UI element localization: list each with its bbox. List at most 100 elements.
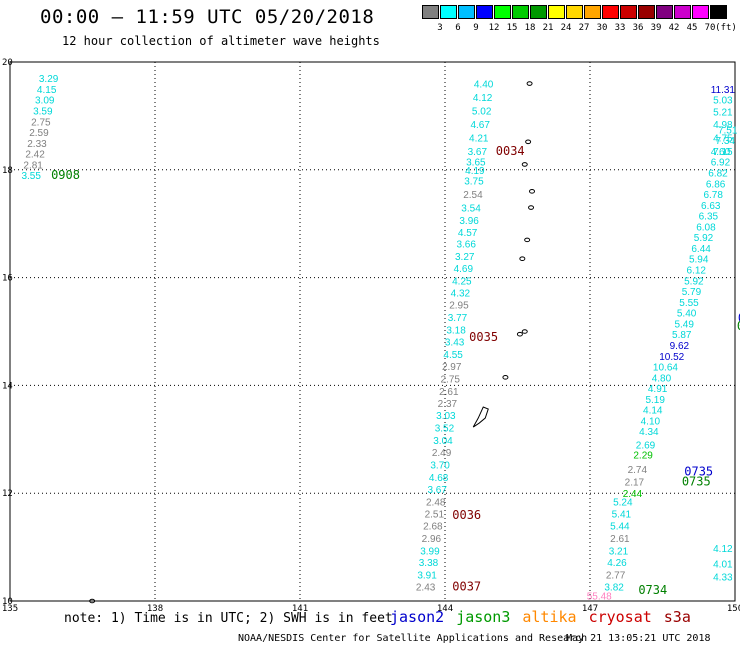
- lon-tick-label: 141: [292, 604, 308, 614]
- wave-height-value: 5.21: [713, 108, 733, 119]
- wave-height-value: 4.32: [451, 289, 471, 300]
- island-outline: [502, 375, 509, 380]
- colorbar-swatch: [692, 5, 709, 19]
- pass-time-label: 0735: [684, 465, 713, 479]
- wave-height-value: 7.15: [713, 147, 733, 158]
- wave-height-value: 3.54: [461, 204, 481, 215]
- satellite-legend: jason2 jason3 altika cryosat s3a: [390, 608, 703, 626]
- pass-time-label: 0908: [51, 168, 80, 182]
- wave-height-value: 2.48: [426, 497, 446, 508]
- satellite-cryosat: cryosat: [588, 608, 652, 626]
- wave-height-value: 5.44: [610, 522, 630, 533]
- map-grid: [9, 61, 736, 602]
- wave-height-value: 2.17: [625, 477, 645, 488]
- wave-height-value: 6.92: [711, 158, 731, 169]
- colorbar-label: 9: [473, 23, 479, 33]
- wave-height-value: 3.77: [448, 313, 468, 324]
- wave-height-value: 2.75: [31, 117, 51, 128]
- wave-height-value: 3.29: [39, 74, 59, 85]
- colorbar-swatch: [512, 5, 529, 19]
- lon-tick-label: 138: [147, 604, 163, 614]
- wave-height-value: 3.96: [459, 216, 479, 227]
- wave-height-value: 2.77: [606, 571, 626, 582]
- pass-time-label: 0736: [737, 319, 740, 333]
- wave-height-value: 4.75: [713, 133, 733, 144]
- wave-height-value: 5.92: [684, 276, 704, 287]
- wave-height-value: 55.48: [587, 592, 612, 603]
- wave-height-value: 3.55: [21, 171, 41, 182]
- wave-height-value: 10.52: [659, 352, 684, 363]
- colorbar-swatch: [458, 5, 475, 19]
- wave-height-value: 3.59: [33, 107, 53, 118]
- lat-tick-label: 14: [2, 381, 13, 391]
- wave-height-value: 4.15: [37, 85, 57, 96]
- wave-height-value: 5.24: [613, 497, 633, 508]
- wave-height-value: 2.61: [439, 387, 459, 398]
- wave-height-value: 4.01: [713, 559, 733, 570]
- wave-height-value: 4.80: [652, 373, 672, 384]
- colorbar-label: 70: [704, 23, 716, 33]
- lat-tick-label: 10: [2, 597, 13, 607]
- wave-height-value: 6.08: [696, 222, 716, 233]
- wave-height-value: 5.87: [672, 330, 692, 341]
- pass-time-label: 0036: [452, 508, 481, 522]
- wave-height-value: 3.66: [456, 240, 476, 251]
- island-outline: [526, 81, 533, 86]
- wave-height-value: 2.96: [422, 534, 442, 545]
- colorbar-swatch: [548, 5, 565, 19]
- lon-tick-label: 150: [727, 604, 740, 614]
- wave-height-value: 7.51: [718, 125, 738, 136]
- colorbar-swatch: [638, 5, 655, 19]
- wave-height-value: 5.41: [612, 510, 632, 521]
- page-title: 00:00 – 11:59 UTC 05/20/2018: [40, 6, 375, 28]
- wave-height-value: 4.60: [711, 147, 731, 158]
- wave-height-value: 3.91: [417, 571, 437, 582]
- island-outline: [525, 139, 532, 145]
- wave-height-value: 4.91: [648, 384, 668, 395]
- wave-height-value: 3.70: [430, 461, 450, 472]
- wave-height-value: 2.59: [29, 128, 49, 139]
- footer-timestamp: May 21 13:05:21 UTC 2018: [566, 633, 711, 644]
- wave-height-value: 3.09: [35, 96, 55, 107]
- axis-ticks: 135 138 141 144 147 150 10 12 14 16 18 20: [2, 58, 740, 614]
- wave-height-value: 5.19: [645, 395, 665, 406]
- wave-height-value: 3.82: [604, 582, 624, 593]
- wave-height-value: 4.14: [643, 406, 663, 417]
- wave-height-value: 5.79: [682, 287, 702, 298]
- colorbar-label: 15: [506, 23, 518, 33]
- wave-height-value: 2.97: [442, 362, 462, 373]
- wave-height-value: 4.69: [454, 264, 474, 275]
- wave-height-value: 2.54: [463, 190, 483, 201]
- wave-height-value: 3.67: [468, 147, 488, 158]
- colorbar-swatch: [620, 5, 637, 19]
- lat-tick-label: 20: [2, 58, 13, 68]
- lon-tick-label: 135: [2, 604, 18, 614]
- pass-time-label: 0034: [496, 144, 525, 158]
- wave-height-value: 5.55: [679, 298, 699, 309]
- pass-time-label: 0735: [682, 474, 711, 488]
- colorbar-label: 24: [560, 23, 572, 33]
- wave-height-value: 4.57: [458, 228, 478, 239]
- wave-height-value: 6.35: [699, 212, 719, 223]
- colorbar-label: 18: [524, 23, 536, 33]
- colorbar-swatch: [440, 5, 457, 19]
- map-frame: [9, 61, 736, 602]
- wave-height-value: 3.18: [446, 325, 466, 336]
- colorbar-label: 42: [668, 23, 680, 33]
- wave-height-value: 2.49: [432, 448, 452, 459]
- wave-height-value: 3.67: [427, 485, 447, 496]
- wave-height-value: 3.03: [436, 411, 456, 422]
- pass-time-label: 0736: [738, 311, 740, 325]
- wave-height-value: 11.31: [711, 85, 736, 96]
- wave-height-values: 3.294.153.093.592.752.592.332.422.813.55…: [21, 74, 737, 602]
- wave-height-value: 3.27: [455, 252, 475, 263]
- wave-height-value: 3.99: [420, 546, 440, 557]
- wave-height-value: 2.74: [628, 465, 648, 476]
- satellite-jason2: jason2: [390, 608, 445, 626]
- colorbar-label: 6: [455, 23, 461, 33]
- wave-height-value: 2.44: [623, 489, 643, 500]
- wave-height-value: 2.75: [441, 374, 461, 385]
- colorbar-swatch: [494, 5, 511, 19]
- wave-height-value: 2.95: [449, 301, 469, 312]
